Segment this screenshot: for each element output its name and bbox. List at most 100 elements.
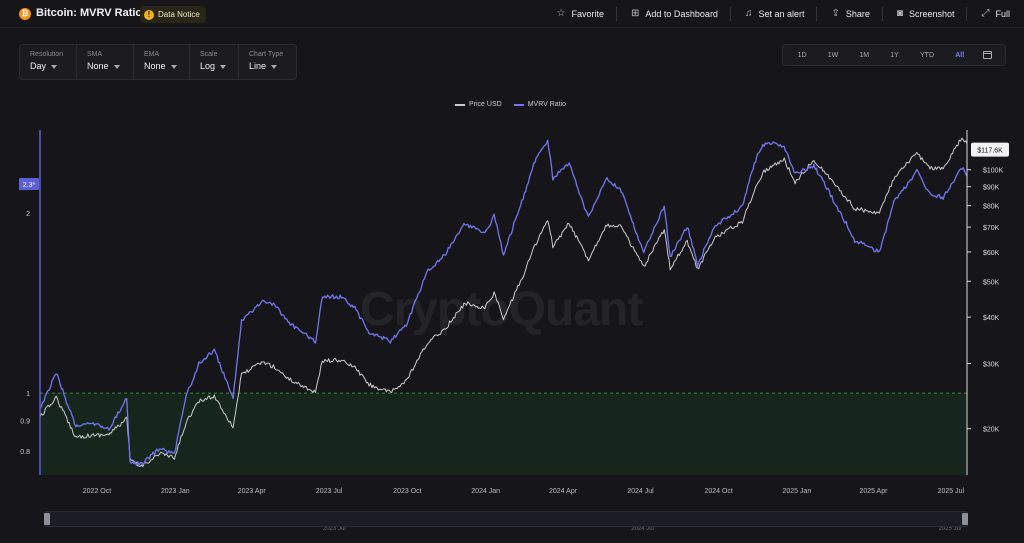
right-tick-label: $80K bbox=[983, 204, 1000, 211]
ema-value: None bbox=[144, 61, 166, 71]
right-tick-label: $30K bbox=[983, 361, 1000, 368]
navigator-tick-label: 2025 Jul bbox=[939, 526, 962, 532]
price-current-label: $117.6K bbox=[977, 148, 1003, 155]
share-label: Share bbox=[845, 9, 870, 19]
range-all-button[interactable]: All bbox=[955, 51, 965, 59]
below-one-zone-layer bbox=[40, 392, 967, 475]
navigator-left-handle[interactable] bbox=[44, 513, 50, 525]
price-current-badge bbox=[971, 142, 1009, 157]
legend-label-mvrv: MVRV Ratio bbox=[527, 101, 567, 108]
x-tick-label: 2022 Oct bbox=[83, 488, 111, 495]
data-notice-label: Data Notice bbox=[158, 10, 200, 19]
legend-item-mvrv[interactable]: MVRV Ratio bbox=[513, 101, 567, 108]
range-selector: 1D 1W 1M 1Y YTD All bbox=[782, 44, 1006, 66]
left-tick-label: 0.9 bbox=[20, 419, 30, 426]
header-bar: ₿ Bitcoin: MVRV Ratio ! Data Notice ☆ Fa… bbox=[0, 0, 1024, 28]
x-tick-label: 2025 Apr bbox=[859, 488, 888, 495]
x-tick-label: 2024 Oct bbox=[704, 488, 732, 495]
range-1d-button[interactable]: 1D bbox=[797, 51, 807, 59]
calendar-icon[interactable] bbox=[983, 51, 993, 59]
legend-swatch-mvrv bbox=[513, 103, 524, 106]
mvrv-current-badge bbox=[19, 178, 39, 190]
page-title: Bitcoin: MVRV Ratio bbox=[36, 7, 143, 19]
divider bbox=[816, 7, 818, 21]
sma-value: None bbox=[87, 61, 109, 71]
bell-icon: ♫ bbox=[744, 8, 753, 19]
below-one-zone bbox=[40, 393, 967, 475]
x-tick-label: 2023 Jan bbox=[161, 488, 190, 495]
chart-type-label: Chart Type bbox=[249, 51, 284, 58]
x-tick-label: 2023 Oct bbox=[393, 488, 421, 495]
chevron-down-icon bbox=[271, 64, 278, 69]
x-tick-label: 2025 Jan bbox=[783, 488, 812, 495]
navigator-tick-label: 2023 Jul bbox=[323, 526, 346, 532]
right-tick-label: $100K bbox=[983, 168, 1004, 175]
mvrv-series-line bbox=[39, 139, 968, 466]
chart-controls: Resolution Day SMA None EMA None Scale L… bbox=[19, 44, 297, 80]
right-tick-label: $70K bbox=[983, 225, 1000, 232]
legend-swatch-price bbox=[455, 103, 465, 106]
data-notice-badge[interactable]: ! Data Notice bbox=[140, 6, 206, 23]
x-tick-label: 2024 Jul bbox=[627, 488, 654, 495]
resolution-value: Day bbox=[30, 61, 47, 71]
right-tick-label: $50K bbox=[983, 279, 1000, 286]
divider bbox=[966, 7, 968, 21]
chart-type-value: Line bbox=[249, 61, 267, 71]
ema-label: EMA bbox=[144, 51, 160, 58]
sma-label: SMA bbox=[87, 51, 103, 58]
add-to-dashboard-button[interactable]: ⊞ Add to Dashboard bbox=[631, 9, 718, 20]
navigator-tick-label: 2024 Jul bbox=[631, 526, 654, 532]
expand-icon: ⤢ bbox=[981, 8, 990, 19]
scale-value: Log bbox=[200, 61, 216, 71]
range-ytd-button[interactable]: YTD bbox=[920, 51, 935, 59]
right-tick-label: $60K bbox=[983, 250, 1000, 257]
scale-label: Scale bbox=[200, 51, 218, 58]
set-alert-button[interactable]: ♫ Set an alert bbox=[744, 8, 805, 20]
watermark: CryptoQuant bbox=[360, 283, 643, 336]
screenshot-button[interactable]: ◙ Screenshot bbox=[897, 9, 955, 20]
mvrv-current-label: 2.3* bbox=[23, 182, 36, 189]
right-tick-label: $20K bbox=[983, 427, 1000, 434]
resolution-select[interactable]: Resolution Day bbox=[20, 45, 77, 79]
divider bbox=[729, 7, 731, 21]
range-1y-button[interactable]: 1Y bbox=[890, 51, 899, 59]
divider bbox=[616, 7, 617, 21]
navigator-right-handle[interactable] bbox=[962, 513, 968, 525]
left-tick-label: 0.8 bbox=[20, 449, 30, 456]
add-to-dashboard-label: Add to Dashboard bbox=[645, 9, 718, 19]
favorite-label: Favorite bbox=[571, 9, 604, 19]
price-series-line bbox=[39, 137, 968, 468]
ema-select[interactable]: EMA None bbox=[134, 45, 190, 79]
navigator-track[interactable] bbox=[44, 511, 968, 527]
scale-select[interactable]: Scale Log bbox=[190, 45, 239, 79]
right-tick-label: $90K bbox=[983, 185, 1000, 192]
x-tick-label: 2024 Jan bbox=[471, 488, 500, 495]
fullscreen-button[interactable]: ⤢ Full bbox=[981, 8, 1010, 20]
warning-icon: ! bbox=[144, 9, 154, 20]
resolution-label: Resolution bbox=[30, 51, 64, 58]
right-tick-label: $40K bbox=[983, 315, 1000, 322]
range-1w-button[interactable]: 1W bbox=[827, 51, 839, 59]
axis-layer: 0.8 0.9 1 2 $20K $30K $40K $50K $60K $70K $80K $90K… bbox=[19, 130, 1009, 495]
header-actions: ☆ Favorite ⊞ Add to Dashboard ♫ Set an a… bbox=[543, 0, 1010, 28]
chevron-down-icon bbox=[220, 64, 227, 69]
left-tick-label: 2 bbox=[26, 211, 30, 218]
chart-legend: Price USD MVRV Ratio bbox=[455, 101, 578, 108]
x-tick-label: 2025 Jul bbox=[938, 488, 965, 495]
chevron-down-icon bbox=[170, 64, 177, 69]
share-button[interactable]: ⇪ Share bbox=[831, 9, 870, 20]
favorite-button[interactable]: ☆ Favorite bbox=[556, 8, 604, 20]
x-tick-label: 2023 Apr bbox=[238, 488, 267, 495]
sma-select[interactable]: SMA None bbox=[77, 45, 134, 79]
fullscreen-label: Full bbox=[995, 9, 1010, 19]
x-tick-label: 2023 Jul bbox=[316, 488, 343, 495]
star-icon: ☆ bbox=[556, 8, 566, 19]
divider bbox=[881, 7, 883, 21]
chevron-down-icon bbox=[51, 64, 58, 69]
chart-type-select[interactable]: Chart Type Line bbox=[239, 45, 296, 79]
legend-item-price[interactable]: Price USD bbox=[455, 101, 502, 108]
range-1m-button[interactable]: 1M bbox=[859, 51, 870, 59]
series-layer bbox=[39, 137, 968, 468]
legend-label-price: Price USD bbox=[469, 101, 502, 108]
